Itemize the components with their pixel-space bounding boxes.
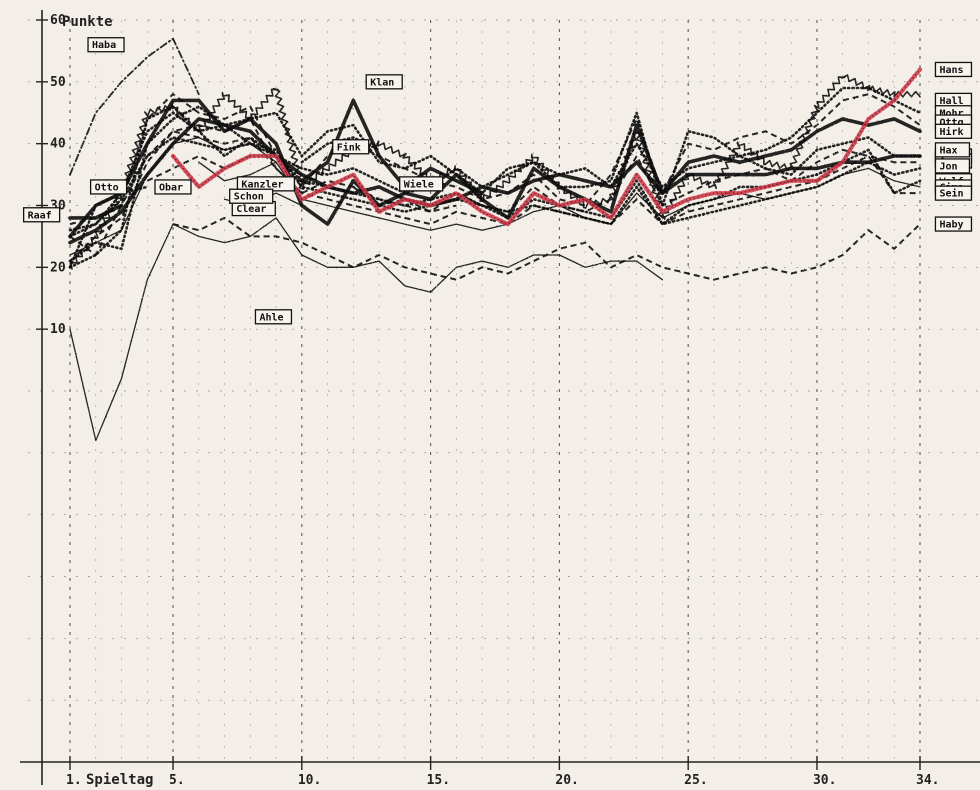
- series-label-text-mohr: Mohr: [939, 108, 963, 119]
- series-label-text-clear: Clear: [236, 204, 266, 215]
- series-label-hans: Hans: [934, 61, 973, 78]
- x-tick-label-0: 1.: [66, 773, 82, 788]
- x-tick-label-6: 30.: [813, 773, 836, 788]
- series-label-text-hall: Hall: [939, 96, 963, 107]
- series-label-text-hirk: Hirk: [939, 126, 963, 138]
- series-label-obar: Obar: [154, 179, 192, 195]
- series-line-otto: [68, 185, 149, 269]
- series-label-text-kanzler: Kanzler: [241, 179, 283, 190]
- series-line-sein: [69, 130, 920, 262]
- series-line-hax: [68, 105, 922, 269]
- series-label-box-schon: [229, 188, 274, 204]
- series-label-clear: Clear: [231, 200, 276, 217]
- series-label-raaf: Raaf: [22, 207, 61, 223]
- series-layer: [68, 37, 923, 442]
- series-label-haba: Haba: [87, 37, 125, 53]
- series-label-text-sein: Sein: [939, 188, 963, 200]
- series-label-box-obar: [154, 179, 192, 195]
- series-label-text-obar: Obar: [159, 182, 183, 193]
- y-tick-label-0: 60: [50, 13, 66, 28]
- x-tick-label-3: 15.: [427, 773, 450, 788]
- series-label-text-klan: Klan: [370, 77, 394, 88]
- series-label-klan: Klan: [365, 74, 403, 90]
- grid: [28, 19, 980, 763]
- series-label-jon: Jon: [934, 158, 971, 174]
- y-tick-label-2: 40: [50, 137, 66, 152]
- series-line-raaf: [68, 203, 124, 220]
- y-tick-label-4: 20: [50, 260, 66, 275]
- series-label-box-wiele: [399, 176, 444, 192]
- series-line-hans-overlay: [172, 69, 921, 225]
- series-label-text-ottg: Ottg: [939, 118, 963, 129]
- series-label-otto: Otto: [89, 179, 128, 195]
- y-tick-label-5: 10: [50, 322, 66, 337]
- y-tick-label-1: 50: [50, 75, 66, 90]
- series-line-clear: [69, 217, 664, 442]
- series-label-box-hax: [934, 142, 971, 158]
- series-label-box-ahle: [254, 309, 293, 325]
- series-label-text-otto: Otto: [95, 182, 119, 193]
- series-label-sein: Sein: [934, 185, 973, 201]
- series-line-klan: [300, 98, 484, 195]
- x-tick-label-2: 10.: [298, 773, 321, 788]
- x-tick-label-4: 20.: [555, 773, 578, 788]
- series-label-box-raaf: [22, 207, 61, 223]
- series-label-text-schon: Schon: [234, 192, 264, 203]
- series-label-haby: Haby: [934, 216, 973, 232]
- series-label-text-hans: Hans: [939, 65, 963, 76]
- series-line-haba: [69, 37, 200, 176]
- series-label-text-haby: Haby: [939, 220, 963, 231]
- x-axis-title: Spieltag: [86, 772, 153, 788]
- series-labels: HallMohrOttgHirkJahnAeroJonWolfCimaSeinH…: [22, 37, 973, 325]
- series-label-box-fink: [332, 139, 370, 155]
- series-label-wiele: Wiele: [399, 176, 444, 192]
- series-label-box-sein: [934, 185, 973, 201]
- series-label-text-ahle: Ahle: [259, 312, 283, 323]
- series-line-cima: [69, 136, 921, 256]
- series-label-box-jon: [934, 158, 971, 174]
- series-label-text-jon: Jon: [939, 161, 957, 172]
- series-label-box-klan: [365, 74, 403, 90]
- series-label-text-raaf: Raaf: [28, 210, 52, 221]
- series-label-schon: Schon: [229, 188, 274, 204]
- series-label-text-haba: Haba: [92, 40, 116, 51]
- series-label-box-hans: [934, 61, 973, 78]
- y-axis-title: Punkte: [62, 14, 113, 30]
- series-label-text-hax: Hax: [939, 145, 957, 156]
- series-label-box-haby: [934, 216, 973, 232]
- series-label-box-haba: [87, 37, 125, 53]
- series-label-box-hirk: [934, 123, 973, 139]
- series-label-text-fink: Fink: [337, 141, 361, 153]
- series-label-hax: Hax: [934, 142, 971, 158]
- series-line-jon: [68, 117, 922, 245]
- x-tick-label-1: 5.: [169, 773, 185, 788]
- x-tick-label-5: 25.: [684, 773, 707, 788]
- series-label-box-otto: [89, 179, 128, 195]
- series-label-text-wiele: Wiele: [404, 178, 434, 190]
- series-label-fink: Fink: [332, 139, 370, 155]
- series-label-ahle: Ahle: [254, 309, 293, 325]
- x-tick-label-7: 34.: [916, 773, 939, 788]
- series-label-hirk: Hirk: [934, 123, 973, 139]
